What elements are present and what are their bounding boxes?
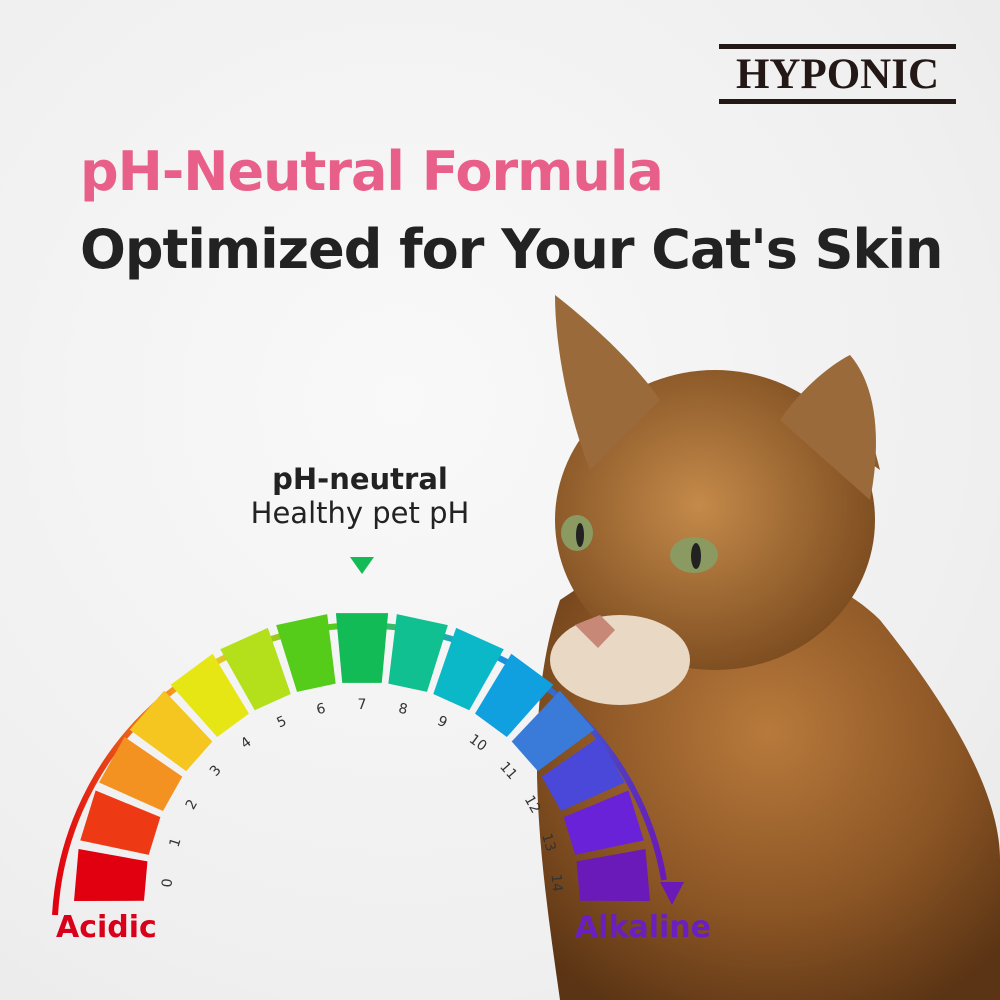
alkaline-label: Alkaline — [575, 910, 711, 945]
ph-segment-7 — [335, 613, 389, 683]
ph-segment-12 — [541, 736, 625, 812]
ph-segment-3 — [129, 690, 213, 772]
cat-image — [536, 295, 1000, 1000]
headline-primary: pH-Neutral Formula — [80, 140, 664, 203]
ph-segment-10 — [475, 653, 554, 738]
marker-triangle-icon — [350, 557, 374, 574]
headline-secondary: Optimized for Your Cat's Skin — [80, 218, 943, 281]
ph-tick-label: 9 — [435, 713, 450, 731]
marker-title: pH-neutral — [272, 462, 448, 496]
ph-tick-label: 14 — [548, 873, 565, 892]
ph-segment-14 — [576, 848, 650, 902]
ph-tick-label: 10 — [466, 731, 490, 754]
ph-segment-1 — [80, 790, 161, 855]
brand-logo: HYPONIC — [719, 44, 956, 104]
ph-tick-label: 13 — [538, 832, 559, 854]
ph-tick-label: 1 — [167, 836, 185, 849]
ph-segment-2 — [99, 736, 183, 812]
ph-tick-label: 6 — [315, 701, 327, 719]
ph-tick-label: 8 — [397, 701, 409, 719]
ph-tick-label: 2 — [183, 797, 201, 813]
ph-tick-label: 5 — [274, 713, 289, 731]
ph-segment-8 — [388, 614, 448, 692]
neutral-marker-label: pH-neutral Healthy pet pH — [230, 462, 490, 530]
ph-tick-label: 0 — [159, 878, 176, 888]
ph-tick-label: 4 — [238, 734, 255, 752]
ph-tick-label: 11 — [496, 759, 520, 783]
acidic-label: Acidic — [56, 910, 157, 945]
arrow-head-icon — [660, 882, 684, 905]
ph-tick-label: 12 — [521, 793, 544, 816]
ph-segment-11 — [511, 690, 595, 772]
ph-segment-9 — [433, 627, 504, 711]
ph-segment-13 — [563, 790, 644, 855]
ph-segment-4 — [170, 653, 249, 738]
ph-segment-0 — [74, 848, 148, 902]
ph-tick-label: 3 — [207, 762, 225, 779]
ph-tick-label: 7 — [358, 697, 367, 713]
ph-segment-6 — [276, 614, 336, 692]
ph-segment-5 — [220, 627, 291, 711]
marker-subtitle: Healthy pet pH — [250, 496, 470, 530]
